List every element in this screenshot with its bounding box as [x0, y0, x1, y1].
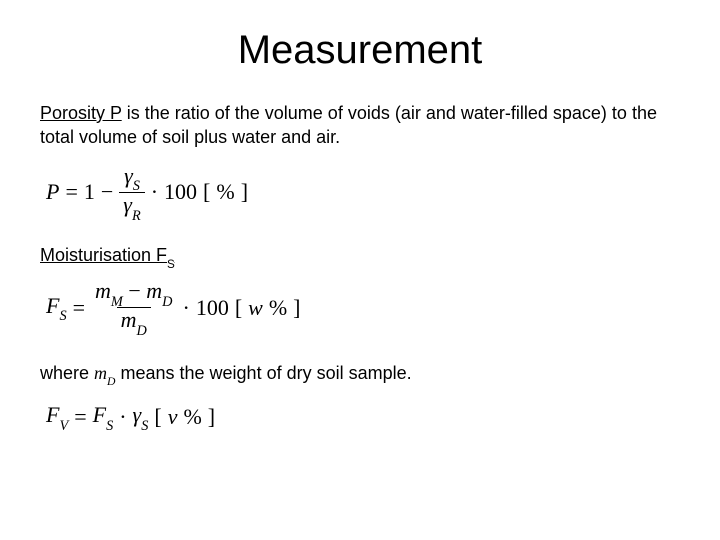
gamma-s2: γS [133, 402, 149, 432]
cdot: · [151, 179, 158, 205]
unit-close: ] [208, 404, 215, 430]
unit-v: v [168, 404, 178, 430]
hundred: 100 [164, 179, 197, 205]
unit-close: ] [293, 295, 300, 321]
m-m: m [95, 278, 111, 303]
moist-sub: S [167, 258, 175, 271]
hundred: 100 [196, 295, 229, 321]
page-title: Measurement [40, 28, 680, 73]
cdot: · [182, 295, 189, 321]
var-md: mD [94, 363, 115, 383]
unit-w: w [248, 295, 263, 321]
mass-fraction: mM − mD mD [91, 279, 176, 337]
gamma-s-sub: S [133, 178, 140, 194]
unit-percent: % [183, 404, 201, 430]
gamma-s-num: γ [124, 163, 133, 188]
minus: − [101, 179, 113, 205]
where-pre: where [40, 363, 94, 383]
unit-percent: % [216, 179, 234, 205]
gamma-fraction: γS γR [119, 164, 144, 222]
fv-formula: FV = FS · γS [ v%] [46, 402, 680, 432]
unit-close: ] [241, 179, 248, 205]
gamma-r-den: γ [123, 192, 132, 217]
slide: Measurement Porosity P is the ratio of t… [0, 0, 720, 540]
unit-open: [ [154, 404, 161, 430]
var-fs: FS [46, 293, 67, 323]
equals: = [73, 295, 85, 321]
m-d-num: m [146, 278, 162, 303]
equals: = [74, 404, 86, 430]
equals: = [65, 179, 77, 205]
where-clause: where mD means the weight of dry soil sa… [40, 361, 680, 388]
moisturisation-label: Moisturisation FS [40, 245, 680, 269]
var-fs2: FS [93, 402, 114, 432]
const-one: 1 [84, 179, 95, 205]
where-post: means the weight of dry soil sample. [115, 363, 411, 383]
m-d-den: m [121, 307, 137, 332]
moisturisation-formula: FS = mM − mD mD · 100 [w%] [46, 279, 680, 337]
unit-open: [ [203, 179, 210, 205]
cdot: · [119, 404, 126, 430]
var-p: P [46, 179, 59, 205]
porosity-label: Porosity P [40, 103, 122, 123]
porosity-text: is the ratio of the volume of voids (air… [40, 103, 657, 147]
var-fv: FV [46, 402, 68, 432]
unit-percent: % [269, 295, 287, 321]
porosity-definition: Porosity P is the ratio of the volume of… [40, 101, 680, 150]
moist-text: Moisturisation F [40, 245, 167, 265]
gamma-r-sub: R [132, 208, 141, 224]
porosity-formula: P = 1 − γS γR · 100 [%] [46, 164, 680, 222]
minus: − [128, 278, 140, 303]
unit-open: [ [235, 295, 242, 321]
